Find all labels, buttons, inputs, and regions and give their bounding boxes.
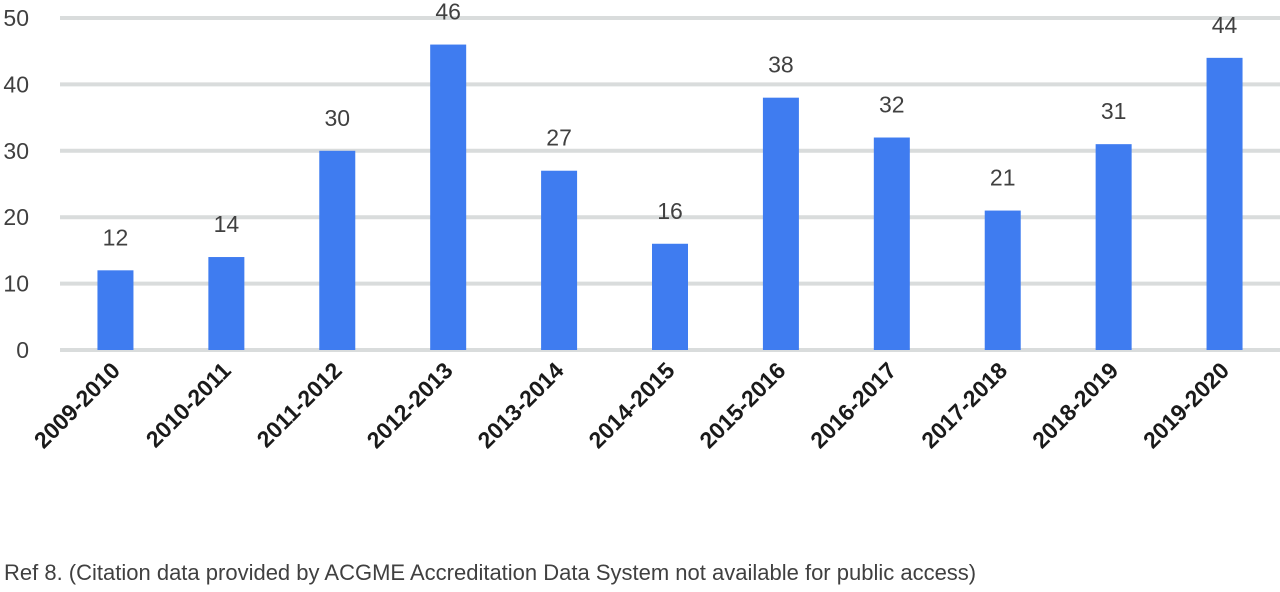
y-tick-label: 50 (3, 5, 29, 31)
data-label: 31 (1101, 98, 1127, 124)
data-label: 46 (435, 0, 461, 25)
data-label: 27 (546, 125, 572, 151)
x-tick-label: 2014-2015 (583, 357, 679, 453)
data-label: 12 (103, 224, 129, 250)
data-label: 44 (1212, 12, 1238, 38)
data-label: 14 (214, 211, 240, 237)
y-tick-label: 30 (3, 138, 29, 164)
bar (1095, 144, 1132, 350)
x-tick-label: 2016-2017 (805, 357, 901, 453)
y-tick-label: 0 (16, 337, 29, 363)
bar-chart: 0 10 20 30 40 50 12 14 30 46 27 16 38 32 21 31 44 2009-… (3, 0, 1280, 453)
x-axis-ticks: 2009-2010 2010-2011 2011-2012 2012-2013 2013… (29, 357, 1234, 453)
x-tick-label: 2015-2016 (694, 357, 790, 453)
x-tick-label: 2018-2019 (1027, 357, 1123, 453)
bar (1206, 57, 1243, 351)
y-axis-ticks: 0 10 20 30 40 50 (3, 5, 29, 363)
footnote: Ref 8. (Citation data provided by ACGME … (4, 560, 977, 585)
data-label: 32 (879, 92, 905, 118)
bar (208, 257, 245, 350)
x-tick-label: 2019-2020 (1138, 357, 1234, 453)
bar (541, 170, 578, 350)
bar (762, 97, 799, 351)
gridlines (60, 16, 1280, 352)
data-label: 30 (324, 105, 350, 131)
x-tick-label: 2017-2018 (916, 357, 1012, 453)
x-tick-label: 2010-2011 (141, 357, 236, 452)
y-tick-label: 10 (3, 271, 29, 297)
bar (873, 137, 910, 350)
x-tick-label: 2012-2013 (362, 357, 458, 453)
y-tick-label: 40 (3, 71, 29, 97)
data-labels: 12 14 30 46 27 16 38 32 21 31 44 (103, 0, 1238, 250)
bar (430, 44, 467, 351)
bars (97, 44, 1243, 351)
bar (319, 150, 356, 350)
bar (984, 210, 1021, 350)
bar (652, 243, 688, 350)
bar (97, 270, 134, 350)
x-tick-label: 2009-2010 (29, 357, 125, 453)
data-label: 16 (657, 198, 683, 224)
y-tick-label: 20 (3, 204, 29, 230)
data-label: 38 (768, 52, 794, 78)
x-tick-label: 2013-2014 (472, 357, 568, 453)
data-label: 21 (990, 165, 1016, 191)
x-tick-label: 2011-2012 (252, 357, 347, 452)
